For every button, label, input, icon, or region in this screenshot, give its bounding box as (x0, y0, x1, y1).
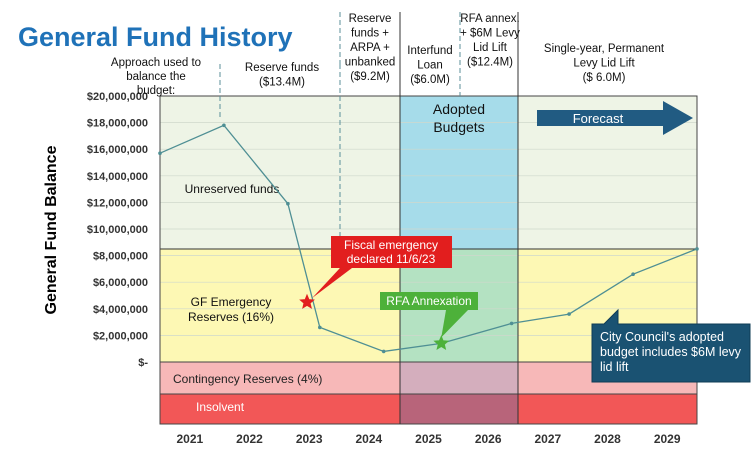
data-point (567, 312, 571, 316)
zone-label-emergency: GF Emergency (191, 295, 272, 309)
data-point (318, 325, 322, 330)
x-tick-label: 2026 (475, 432, 502, 446)
phase-label: ($9.2M) (350, 71, 390, 83)
x-tick-labels: 2021 2022 2023 2024 2025 2026 2027 2028 2029 (176, 432, 680, 446)
forecast-arrow (537, 101, 693, 135)
fiscal-emergency-label: declared 11/6/23 (347, 252, 436, 266)
data-point (381, 349, 386, 354)
phase-label: Reserve funds (245, 62, 319, 74)
phase-label: ($12.4M) (467, 57, 513, 69)
series-line (159, 124, 698, 353)
fiscal-emergency-label: Fiscal emergency (344, 238, 438, 252)
council-callout-label: lid lift (600, 360, 629, 374)
y-tick-label: $8,000,000 (93, 251, 148, 263)
rfa-annexation-callout (380, 292, 478, 338)
plot-frame (159, 95, 698, 425)
phase-header: budget: (137, 85, 175, 97)
zone-label-emergency: Reserves (16%) (188, 310, 274, 324)
y-tick-label: $2,000,000 (93, 330, 148, 342)
phase-label: Loan (417, 60, 443, 72)
adopted-budgets-band (400, 96, 518, 249)
chart-title: General Fund History (18, 22, 293, 52)
data-point (695, 247, 699, 251)
x-tick-label: 2022 (236, 432, 263, 446)
y-tick-label: $14,000,000 (87, 171, 148, 183)
phase-label: Reserve (349, 13, 392, 25)
y-tick-label: $4,000,000 (93, 304, 148, 316)
y-tick-label: $- (138, 357, 148, 369)
y-tick-label: $20,000,000 (87, 91, 148, 103)
phase-label: ($ 6.0M) (583, 72, 626, 84)
rfa-annexation-label: RFA Annexation (386, 294, 471, 308)
x-tick-label: 2023 (296, 432, 323, 446)
y-tick-label: $12,000,000 (87, 197, 148, 209)
y-tick-labels: $20,000,000 $18,000,000 $16,000,000 $14,000… (87, 91, 149, 369)
council-callout-label: City Council's adopted (600, 330, 724, 344)
data-point (222, 123, 226, 128)
zone-label-unreserved: Unreserved funds (185, 182, 280, 196)
phase-labels: Approach used to balance the budget: Reserv… (111, 13, 665, 97)
x-tick-label: 2024 (355, 432, 382, 446)
y-tick-label: $16,000,000 (87, 144, 148, 156)
phase-label: Lid Lift (473, 42, 508, 54)
phase-header: balance the (126, 71, 185, 83)
x-tick-label: 2025 (415, 432, 442, 446)
forecast-label: Forecast (573, 111, 624, 126)
phase-label: Levy Lid Lift (573, 58, 635, 70)
data-point (286, 201, 290, 206)
x-tick-label: 2029 (654, 432, 681, 446)
rfa-annexation-star (433, 335, 450, 351)
zone-label-contingency: Contingency Reserves (4%) (173, 372, 322, 386)
series-layer (158, 123, 699, 354)
phase-label: funds + (351, 28, 389, 40)
phase-label: ($6.0M) (410, 74, 450, 86)
y-tick-label: $18,000,000 (87, 118, 148, 130)
phase-label: RFA annex. (460, 13, 519, 25)
x-tick-label: 2027 (534, 432, 561, 446)
phase-label: Single-year, Permanent (544, 43, 665, 55)
council-callout (591, 308, 751, 383)
phase-header: Approach used to (111, 57, 201, 69)
data-point (631, 272, 635, 277)
phase-label: ARPA + (350, 42, 390, 54)
phase-label: ($13.4M) (259, 77, 305, 89)
y-tick-label: $10,000,000 (87, 224, 148, 236)
adopted-contingency-band (400, 362, 518, 394)
council-callout-label: budget includes $6M levy (600, 345, 742, 359)
zone-label-insolvent: Insolvent (196, 400, 245, 414)
y-axis-label: General Fund Balance (43, 145, 60, 314)
adopted-budgets-label: Adopted (433, 101, 485, 117)
phase-label: + $6M Levy (460, 28, 520, 40)
adopted-budgets-label: Budgets (433, 119, 484, 135)
data-point (158, 151, 162, 155)
fiscal-emergency-star (299, 293, 315, 309)
phase-label: unbanked (345, 57, 396, 69)
fiscal-emergency-callout (312, 236, 452, 299)
phase-label: Interfund (407, 45, 452, 57)
x-tick-label: 2021 (176, 432, 203, 446)
y-tick-label: $6,000,000 (93, 277, 148, 289)
data-point (509, 321, 514, 326)
x-tick-label: 2028 (594, 432, 621, 446)
adopted-insolvent-band (400, 394, 518, 424)
